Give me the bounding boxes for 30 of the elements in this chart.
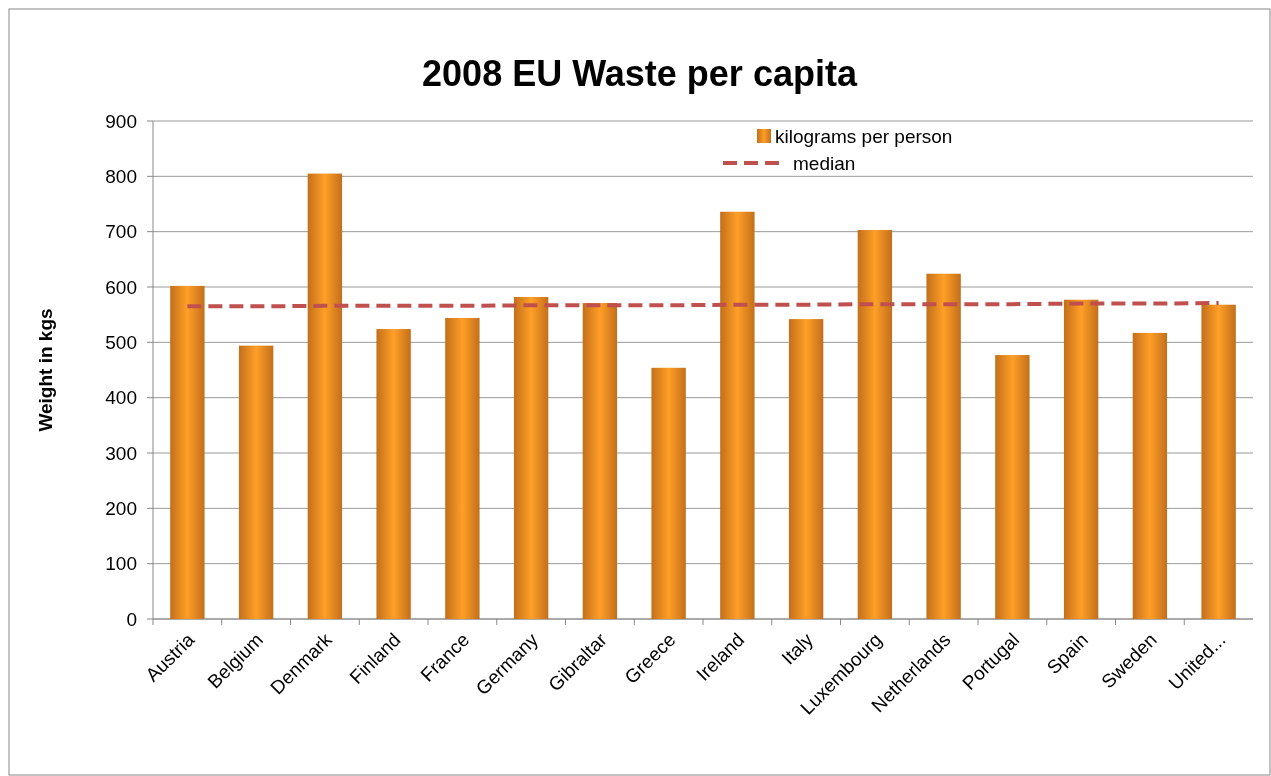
bar xyxy=(582,303,618,619)
bar xyxy=(926,273,961,619)
chart-title: 2008 EU Waste per capita xyxy=(422,53,858,94)
bar xyxy=(445,317,480,619)
y-tick-label: 500 xyxy=(105,331,137,353)
y-tick-label: 400 xyxy=(105,387,137,409)
y-tick-label: 700 xyxy=(105,221,137,243)
y-tick-label: 100 xyxy=(105,553,137,575)
bar xyxy=(513,296,549,619)
y-tick-label: 600 xyxy=(105,276,137,298)
bar xyxy=(307,173,343,619)
bar xyxy=(376,329,411,619)
bar xyxy=(651,367,686,619)
y-tick-label: 200 xyxy=(105,497,137,519)
y-tick-label: 0 xyxy=(126,608,137,630)
y-tick-label: 800 xyxy=(105,165,137,187)
bar xyxy=(857,230,893,619)
y-tick-label: 900 xyxy=(105,110,137,132)
y-axis-title: Weight in kgs xyxy=(35,308,56,432)
bar xyxy=(1201,304,1236,619)
legend-label: kilograms per person xyxy=(775,125,953,147)
bar xyxy=(1132,332,1168,619)
bar xyxy=(995,355,1030,619)
y-tick-label: 300 xyxy=(105,442,137,464)
bar xyxy=(238,345,274,619)
bar xyxy=(1063,299,1099,619)
bar xyxy=(720,211,755,619)
bar xyxy=(788,319,824,619)
legend-label: median xyxy=(793,152,856,174)
bar xyxy=(170,285,205,619)
